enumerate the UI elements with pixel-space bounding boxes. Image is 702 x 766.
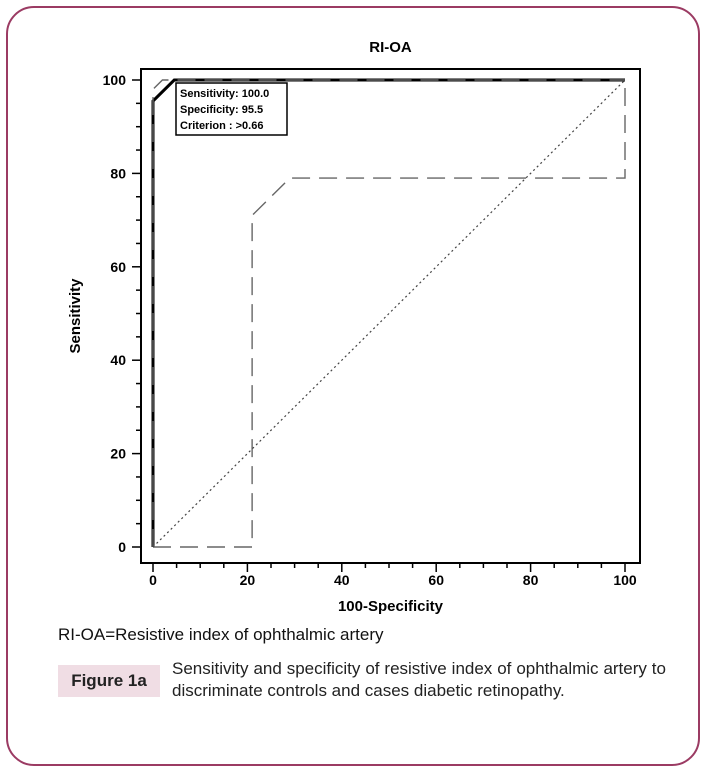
y-axis-label: Sensitivity bbox=[67, 278, 84, 354]
confidence-bound-line bbox=[153, 80, 626, 548]
plot-area bbox=[140, 68, 641, 564]
y-tick-label: 80 bbox=[110, 165, 126, 181]
figure-label: Figure 1a bbox=[58, 665, 160, 697]
chart-title: RI-OA bbox=[369, 39, 412, 56]
figure-frame bbox=[6, 6, 700, 766]
y-tick-label: 20 bbox=[110, 446, 126, 462]
x-tick-label: 100 bbox=[613, 572, 637, 588]
annotation-box bbox=[175, 82, 288, 136]
x-tick-label: 80 bbox=[523, 572, 539, 588]
x-tick-label: 40 bbox=[334, 572, 350, 588]
y-tick-label: 60 bbox=[110, 259, 126, 275]
abbreviation-note: RI-OA=Resistive index of ophthalmic arte… bbox=[58, 625, 384, 644]
annotation-line: Specificity: 95.5 bbox=[180, 104, 263, 116]
diagonal-reference-line bbox=[152, 79, 626, 548]
y-tick-label: 0 bbox=[118, 539, 126, 555]
roc-chart: RI-OA 0 20 40 60 80 100 0 20 40 60 80 100 100-Specifi… bbox=[67, 39, 641, 615]
x-axis-label: 100-Specificity bbox=[338, 598, 444, 615]
x-tick-label: 60 bbox=[428, 572, 444, 588]
confidence-bound-line bbox=[152, 79, 625, 547]
y-tick-label: 40 bbox=[110, 352, 126, 368]
x-tick-label: 20 bbox=[240, 572, 256, 588]
annotation-line: Sensitivity: 100.0 bbox=[180, 88, 269, 100]
figure-caption: Sensitivity and specificity of resistive… bbox=[172, 659, 666, 700]
x-tick-label: 0 bbox=[149, 572, 157, 588]
y-tick-label: 100 bbox=[103, 72, 127, 88]
annotation-line: Criterion : >0.66 bbox=[180, 120, 263, 132]
